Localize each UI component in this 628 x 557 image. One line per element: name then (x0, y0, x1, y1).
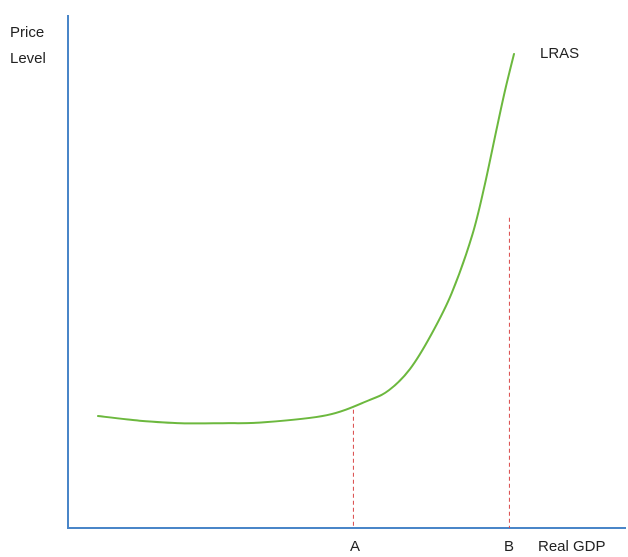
y-axis-label-line-1: Price (10, 24, 45, 41)
guide-lines (352, 217, 510, 528)
curve-group (97, 53, 515, 425)
lras-curve (97, 53, 515, 425)
lras-curve-label: LRAS (540, 45, 580, 62)
y-axis-label-line-2: Level (10, 50, 46, 67)
x-axis-label: Real GDP (538, 538, 606, 555)
x-tick-label-b: B (504, 538, 515, 555)
x-tick-label-a: A (350, 538, 361, 555)
